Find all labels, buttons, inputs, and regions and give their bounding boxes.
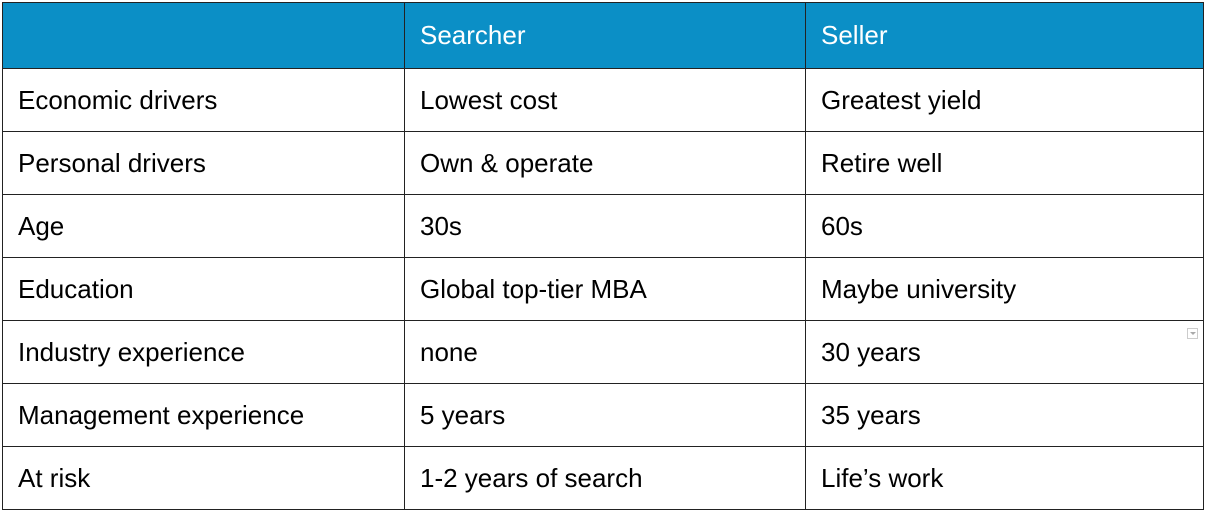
table-row: Management experience 5 years 35 years [2,383,1204,447]
table-row: Personal drivers Own & operate Retire well [2,131,1204,195]
header-row: Searcher Seller [2,2,1204,69]
table-cell: 5 years [404,383,806,447]
row-label: Personal drivers [2,131,405,195]
table-cell: 35 years [805,383,1204,447]
table-cell: 30 years [805,320,1204,384]
table-row: At risk 1-2 years of search Life’s work [2,446,1204,510]
table-cell: Own & operate [404,131,806,195]
table-cell: Maybe university [805,257,1204,321]
table-body: Economic drivers Lowest cost Greatest yiel… [2,68,1204,510]
table-cell: 30s [404,194,806,258]
table-cell: Life’s work [805,446,1204,510]
table-cell: Global top-tier MBA [404,257,806,321]
table-cell: 60s [805,194,1204,258]
row-label: Economic drivers [2,68,405,132]
table-cell: Greatest yield [805,68,1204,132]
table-row: Industry experience none 30 years [2,320,1204,384]
row-label: Management experience [2,383,405,447]
header-cell [2,2,405,69]
row-label: Education [2,257,405,321]
table-row: Economic drivers Lowest cost Greatest yiel… [2,68,1204,132]
table-cell: 1-2 years of search [404,446,806,510]
table-cell: Lowest cost [404,68,806,132]
row-label: Industry experience [2,320,405,384]
table-row: Age 30s 60s [2,194,1204,258]
table-cell: Retire well [805,131,1204,195]
table-row: Education Global top-tier MBA Maybe univer… [2,257,1204,321]
dropdown-icon[interactable] [1187,328,1198,339]
row-label: At risk [2,446,405,510]
header-cell: Seller [805,2,1204,69]
header-cell: Searcher [404,2,806,69]
row-label: Age [2,194,405,258]
comparison-table: Searcher Seller Economic drivers Lowest c… [2,2,1204,510]
table-cell: none [404,320,806,384]
